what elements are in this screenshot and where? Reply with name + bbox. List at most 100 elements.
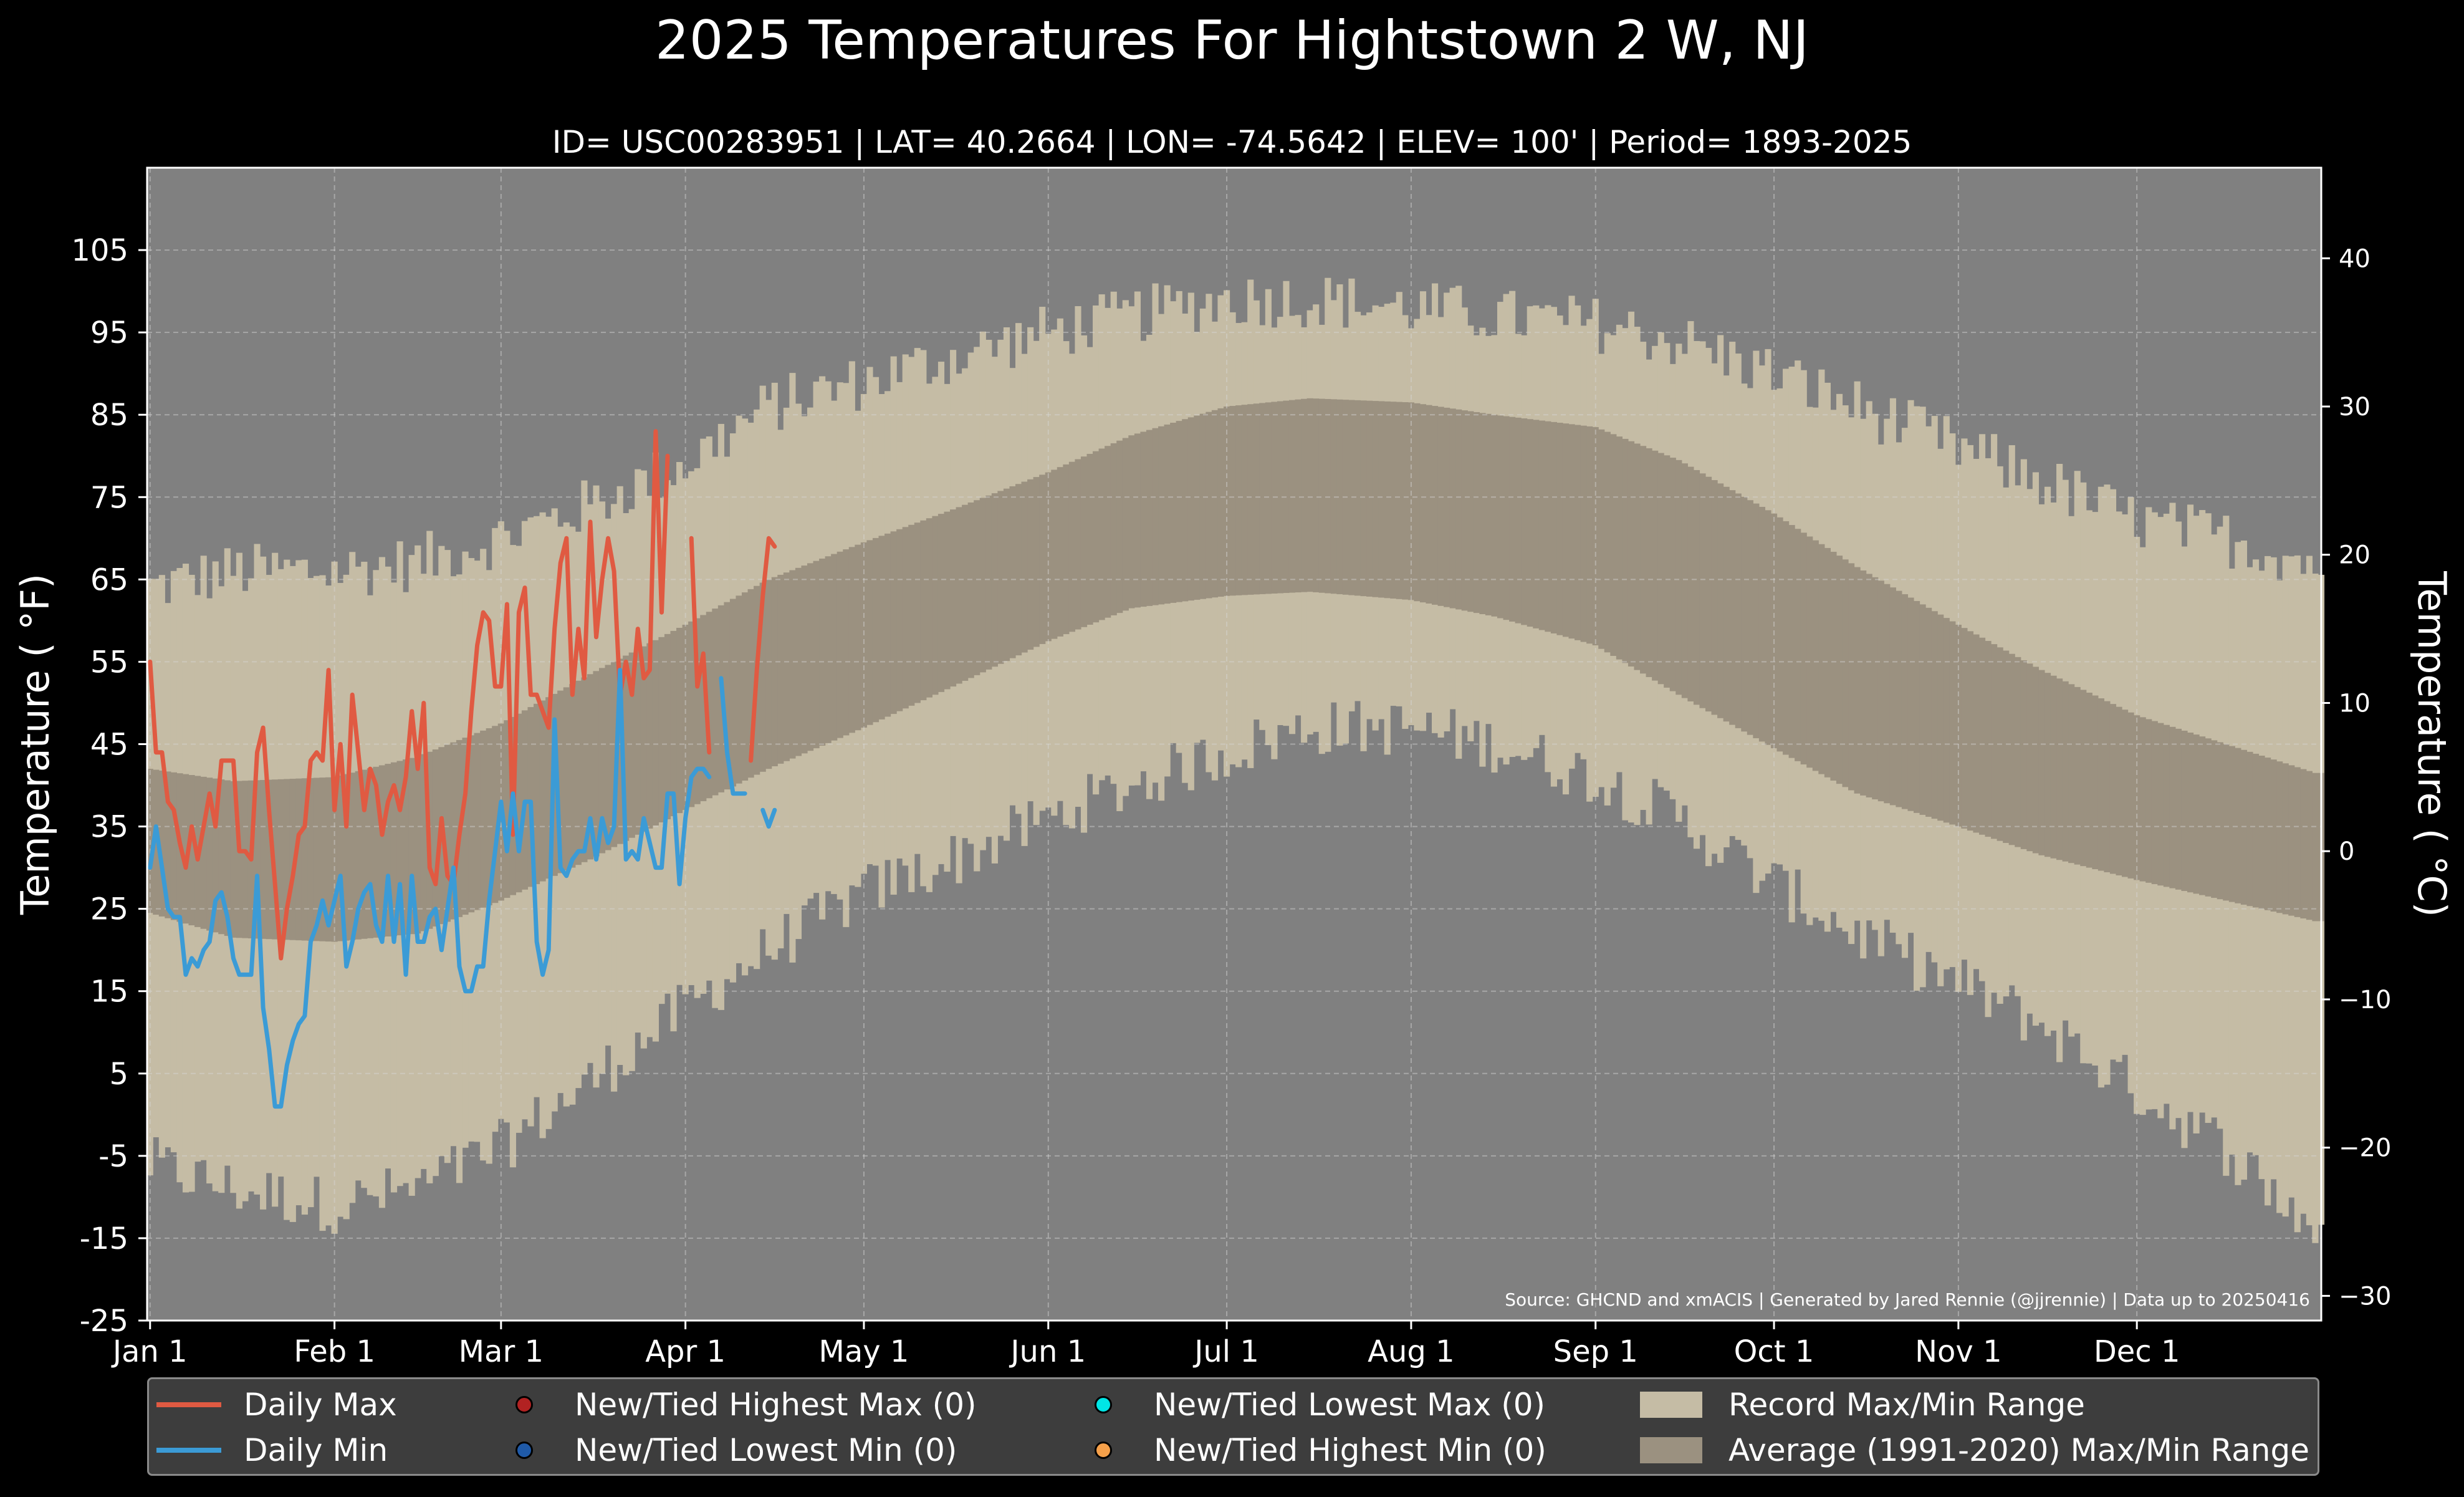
y-tick-label-right: 40 <box>2339 244 2371 273</box>
average-range-bar <box>1657 453 1664 685</box>
average-range-bar <box>670 630 677 817</box>
daily-max-line <box>749 536 777 763</box>
average-range-bar <box>2086 692 2092 868</box>
average-range-bar <box>1390 402 1397 599</box>
average-range-bar <box>1521 418 1528 625</box>
average-range-bar <box>2145 719 2152 883</box>
average-range-bar <box>224 780 231 936</box>
average-range-bar <box>831 554 838 741</box>
legend-dot-highest-max <box>515 1396 533 1413</box>
average-range-bar <box>2181 730 2188 892</box>
average-range-bar <box>944 511 951 690</box>
average-range-bar <box>1955 624 1962 827</box>
average-range-bar <box>1295 399 1302 593</box>
y-tick-label-left: 15 <box>90 975 128 1009</box>
average-range-bar <box>1128 435 1135 609</box>
average-range-bar <box>1770 513 1778 749</box>
average-range-bar <box>289 779 296 940</box>
daily-min-line <box>148 668 712 1109</box>
y-tick-label-left: 35 <box>90 810 128 845</box>
average-range-bar <box>1158 426 1165 605</box>
legend-dot-lowest-min <box>515 1442 533 1459</box>
average-range-bar <box>777 574 784 764</box>
average-range-bar <box>474 733 481 910</box>
average-range-bar <box>1134 433 1141 608</box>
average-range-bar <box>1503 416 1510 620</box>
average-range-bar <box>527 707 534 887</box>
average-range-bar <box>1176 421 1182 602</box>
average-range-bar <box>1360 400 1367 597</box>
average-range-bar <box>1223 407 1230 596</box>
average-range-bar <box>1592 427 1599 646</box>
average-range-bar <box>432 749 439 927</box>
average-range-bar <box>890 531 897 715</box>
legend-item-daily-max: Daily Max <box>156 1384 397 1426</box>
average-range-bar <box>1640 446 1647 674</box>
average-range-bar <box>2312 773 2319 922</box>
average-range-bar <box>1247 404 1254 595</box>
average-range-bar <box>1824 547 1831 777</box>
legend-patch-average-range <box>1640 1437 1702 1463</box>
legend-item-lowest-max: New/Tied Lowest Max (0) <box>1063 1384 1545 1426</box>
average-range-bar <box>1419 404 1427 603</box>
average-range-bar <box>1342 400 1349 595</box>
average-range-bar <box>2217 742 2223 900</box>
average-range-bar <box>1039 474 1046 644</box>
legend-label: New/Tied Lowest Max (0) <box>1154 1387 1546 1423</box>
grid-lines <box>147 168 2321 1321</box>
average-range-bar <box>1348 400 1355 595</box>
average-range-bar <box>1961 628 1968 829</box>
average-range-bar <box>884 533 891 717</box>
average-range-bar <box>2300 769 2307 919</box>
average-range-bar <box>646 643 653 829</box>
average-range-bar <box>1664 455 1671 688</box>
average-range-bar <box>2282 763 2289 915</box>
average-range-bar <box>1818 544 1825 774</box>
average-range-bar <box>1063 464 1070 635</box>
average-range-bar <box>1033 477 1040 647</box>
average-range-bar <box>367 768 373 938</box>
average-range-bar <box>2056 678 2063 860</box>
average-range-bar <box>581 677 588 862</box>
average-range-bar <box>378 765 386 937</box>
average-range-bar <box>1675 460 1682 695</box>
average-range-bar <box>1967 631 1974 831</box>
average-range-bar <box>813 561 820 749</box>
average-range-bar <box>1669 458 1676 691</box>
average-range-bar <box>408 758 415 935</box>
average-range-bar <box>1991 644 1998 839</box>
average-range-bar <box>390 762 398 936</box>
average-range-bar <box>1491 415 1498 617</box>
average-range-bar <box>2116 706 2122 875</box>
average-range-bar <box>1729 490 1736 725</box>
y-tick-label-left: 95 <box>90 315 128 350</box>
y-tick-label-right: 10 <box>2339 689 2371 718</box>
average-range-bar <box>468 735 475 913</box>
average-range-bar <box>2223 744 2230 901</box>
x-tick-label: Aug 1 <box>1368 1334 1455 1369</box>
average-range-bar <box>1925 607 1932 817</box>
average-range-bar <box>1949 621 1956 825</box>
legend-dot-highest-min <box>1095 1442 1112 1459</box>
average-range-bar <box>1913 600 1920 813</box>
average-range-bar <box>765 579 772 769</box>
average-range-bar <box>1098 448 1105 620</box>
average-range-bar <box>1182 419 1189 602</box>
x-tick-label: May 1 <box>818 1334 909 1369</box>
average-range-bar <box>985 495 992 670</box>
average-range-bar <box>2050 675 2057 859</box>
y-tick-label-right: −30 <box>2339 1282 2391 1311</box>
average-range-bar <box>1194 415 1201 600</box>
legend-item-highest-max: New/Tied Highest Max (0) <box>484 1384 977 1426</box>
average-range-bar <box>801 566 808 754</box>
average-range-bar <box>2134 715 2140 880</box>
x-tick-label: Jan 1 <box>111 1334 188 1369</box>
average-range-bar <box>2265 758 2271 910</box>
average-range-bar <box>218 779 225 935</box>
average-range-bar <box>872 537 880 723</box>
average-range-bar <box>415 756 421 934</box>
average-range-bar <box>896 529 903 711</box>
y-tick-label-left: 5 <box>109 1057 128 1092</box>
average-range-bar <box>1693 469 1700 705</box>
average-range-bar <box>914 522 921 703</box>
